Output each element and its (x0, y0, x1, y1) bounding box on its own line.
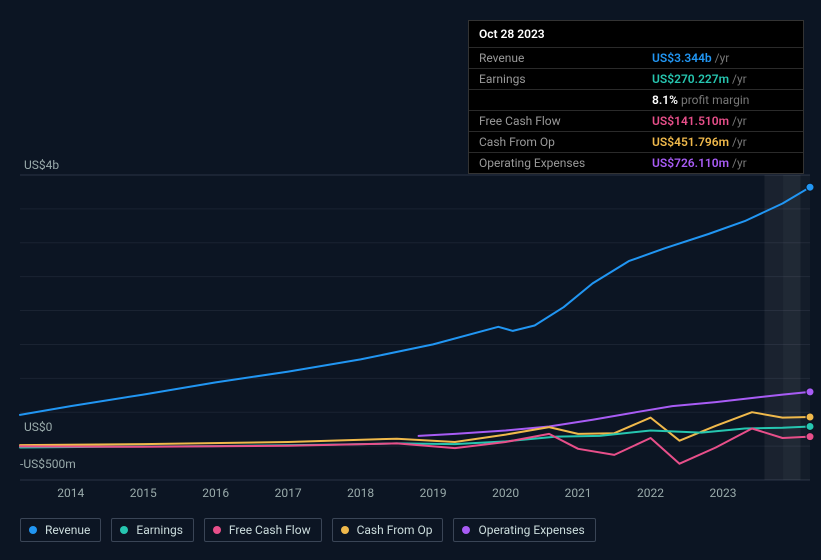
tooltip-row: Cash From OpUS$451.796m /yr (469, 132, 803, 153)
tooltip-row: EarningsUS$270.227m /yr (469, 69, 803, 90)
legend-dot-icon (341, 526, 349, 534)
legend-dot-icon (213, 526, 221, 534)
legend-label: Operating Expenses (478, 523, 584, 537)
tooltip-margin-row: 8.1% profit margin (469, 90, 803, 111)
tooltip-metric-label: Revenue (469, 48, 642, 69)
series-end-dot (806, 422, 814, 430)
tooltip-table: RevenueUS$3.344b /yrEarningsUS$270.227m … (469, 47, 803, 173)
tooltip-metric-label: Earnings (469, 69, 642, 90)
tooltip-metric-label: Free Cash Flow (469, 111, 642, 132)
legend-label: Cash From Op (357, 523, 433, 537)
series-end-dot (806, 183, 814, 191)
tooltip-row: RevenueUS$3.344b /yr (469, 48, 803, 69)
legend-dot-icon (120, 526, 128, 534)
tooltip-date: Oct 28 2023 (469, 21, 803, 47)
legend-dot-icon (462, 526, 470, 534)
legend-item-earnings[interactable]: Earnings (111, 518, 194, 542)
legend-item-fcf[interactable]: Free Cash Flow (204, 518, 322, 542)
tooltip-metric-value: US$451.796m /yr (642, 132, 803, 153)
series-revenue (20, 187, 810, 415)
legend-dot-icon (29, 526, 37, 534)
chart-tooltip: Oct 28 2023 RevenueUS$3.344b /yrEarnings… (468, 20, 804, 174)
tooltip-metric-label: Cash From Op (469, 132, 642, 153)
tooltip-metric-label: Operating Expenses (469, 153, 642, 174)
legend-label: Earnings (136, 523, 183, 537)
tooltip-metric-value: US$270.227m /yr (642, 69, 803, 90)
legend-label: Revenue (45, 523, 90, 537)
legend-label: Free Cash Flow (229, 523, 311, 537)
tooltip-row: Free Cash FlowUS$141.510m /yr (469, 111, 803, 132)
tooltip-metric-value: US$3.344b /yr (642, 48, 803, 69)
series-cashop (20, 412, 810, 445)
tooltip-metric-value: US$726.110m /yr (642, 153, 803, 174)
tooltip-row: Operating ExpensesUS$726.110m /yr (469, 153, 803, 174)
series-end-dot (806, 388, 814, 396)
chart-legend: Revenue Earnings Free Cash Flow Cash From O… (20, 518, 596, 542)
legend-item-revenue[interactable]: Revenue (20, 518, 101, 542)
tooltip-metric-value: US$141.510m /yr (642, 111, 803, 132)
legend-item-opex[interactable]: Operating Expenses (453, 518, 595, 542)
legend-item-cashop[interactable]: Cash From Op (332, 518, 444, 542)
series-end-dot (806, 433, 814, 441)
series-end-dot (806, 413, 814, 421)
